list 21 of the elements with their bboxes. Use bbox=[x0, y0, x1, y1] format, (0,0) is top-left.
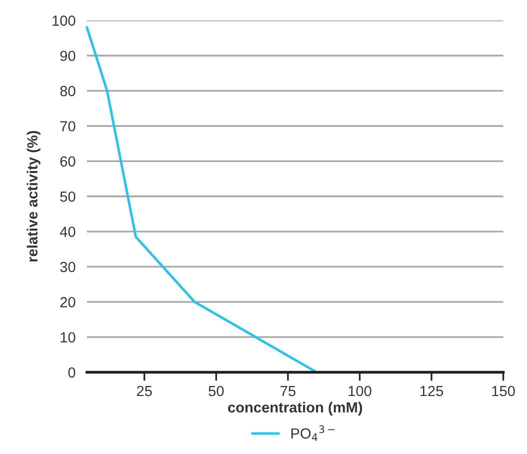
x-tick-label: 75 bbox=[280, 386, 296, 396]
x-axis-title: concentration (mM) bbox=[228, 402, 362, 416]
line-series bbox=[86, 26, 318, 374]
x-tick-label: 25 bbox=[137, 386, 152, 396]
y-tick-label: 50 bbox=[60, 191, 76, 202]
x-tick-label: 50 bbox=[208, 386, 224, 396]
legend-label: PO$_{4}$$^{3−}$ bbox=[291, 425, 334, 441]
y-tick-label: 0 bbox=[68, 367, 76, 378]
x-tick-label: 150 bbox=[492, 386, 515, 396]
x-tick-label: 125 bbox=[420, 386, 444, 396]
y-tick-label: 80 bbox=[60, 86, 76, 96]
y-tick-label: 60 bbox=[60, 156, 76, 167]
y-tick-label: 40 bbox=[60, 226, 76, 237]
x-tick-label: 100 bbox=[348, 386, 372, 396]
y-tick-label: 90 bbox=[60, 50, 76, 62]
y-axis-title: relative activity (%) bbox=[26, 131, 40, 262]
y-tick-label: 30 bbox=[60, 262, 76, 272]
y-tick-label: 70 bbox=[60, 121, 76, 132]
y-tick-label: 100 bbox=[52, 16, 76, 26]
y-tick-label: 20 bbox=[60, 297, 76, 308]
y-tick-label: 10 bbox=[60, 332, 76, 343]
